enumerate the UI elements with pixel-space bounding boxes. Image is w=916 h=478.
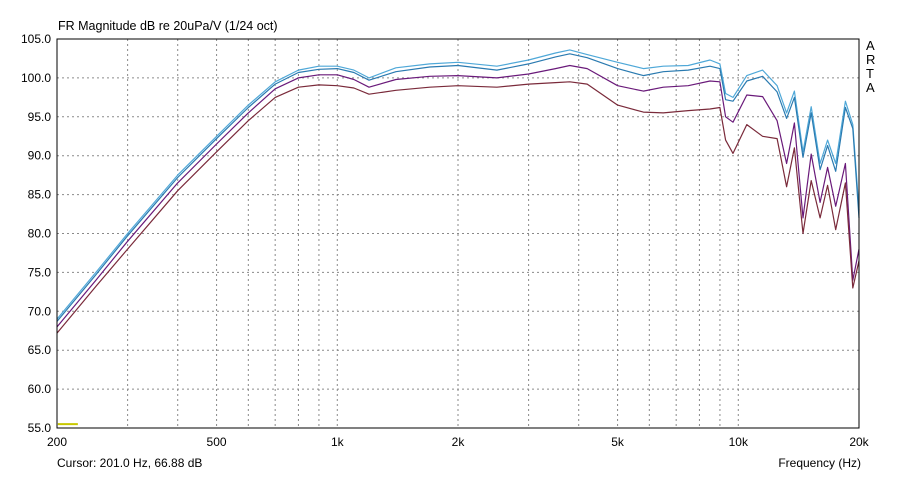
y-tick-label: 65.0: [28, 343, 52, 357]
arta-letter: R: [866, 52, 875, 67]
series-line: [56, 49, 860, 320]
y-tick-label: 55.0: [28, 421, 52, 435]
chart-title: FR Magnitude dB re 20uPa/V (1/24 oct): [58, 19, 278, 33]
arta-letter: A: [866, 80, 875, 95]
x-tick-label: 5k: [611, 435, 625, 449]
x-tick-label: 10k: [729, 435, 749, 449]
series-line: [56, 64, 860, 328]
arta-letter: A: [866, 38, 875, 53]
y-tick-label: 75.0: [28, 265, 52, 279]
y-tick-label: 70.0: [28, 304, 52, 318]
x-tick-label: 200: [47, 435, 67, 449]
x-tick-label: 1k: [331, 435, 345, 449]
axis-layer: 55.0 60.0 65.0 70.0 75.0 80.0 85.0 90.0 95.0 100.…: [21, 32, 870, 449]
arta-letter: T: [866, 66, 874, 81]
plot-frame: [56, 38, 860, 429]
y-tick-label: 90.0: [28, 149, 52, 163]
series-line: [56, 53, 860, 322]
series-line: [56, 81, 860, 334]
cursor-readout: Cursor: 201.0 Hz, 66.88 dB: [57, 456, 202, 470]
y-tick-label: 105.0: [21, 32, 51, 46]
arta-logo: A R T A: [866, 38, 875, 95]
y-tick-label: 100.0: [21, 71, 51, 85]
y-tick-label: 95.0: [28, 110, 52, 124]
series-layer: [56, 49, 860, 426]
x-tick-label: 500: [207, 435, 227, 449]
grid-layer: [57, 39, 859, 428]
x-tick-label: 2k: [452, 435, 466, 449]
y-tick-label: 80.0: [28, 227, 52, 241]
y-tick-label: 85.0: [28, 188, 52, 202]
x-tick-label: 20k: [849, 435, 869, 449]
y-tick-label: 60.0: [28, 382, 52, 396]
x-axis-label: Frequency (Hz): [778, 456, 861, 470]
